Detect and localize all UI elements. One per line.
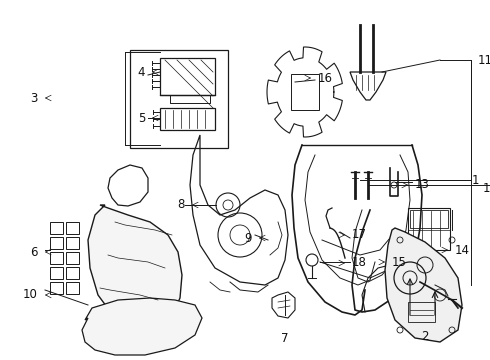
Text: 8: 8 [177, 198, 185, 211]
Text: 11: 11 [478, 54, 490, 67]
Text: 3: 3 [30, 91, 38, 104]
Text: 14: 14 [455, 243, 470, 256]
Text: 13: 13 [415, 179, 430, 192]
Polygon shape [88, 205, 182, 328]
Text: 9: 9 [245, 231, 252, 244]
Text: 12: 12 [483, 181, 490, 194]
Polygon shape [385, 228, 462, 342]
Text: 5: 5 [138, 112, 145, 125]
Text: 10: 10 [23, 288, 38, 302]
Text: 4: 4 [138, 66, 145, 78]
Text: 15: 15 [392, 256, 407, 269]
Text: 18: 18 [352, 256, 367, 270]
Text: 17: 17 [352, 229, 367, 242]
Text: 6: 6 [30, 246, 38, 258]
Polygon shape [82, 298, 202, 355]
Text: 7: 7 [281, 332, 289, 345]
Text: 1: 1 [472, 174, 480, 186]
Text: 16: 16 [318, 72, 333, 85]
Text: 2: 2 [421, 330, 429, 343]
